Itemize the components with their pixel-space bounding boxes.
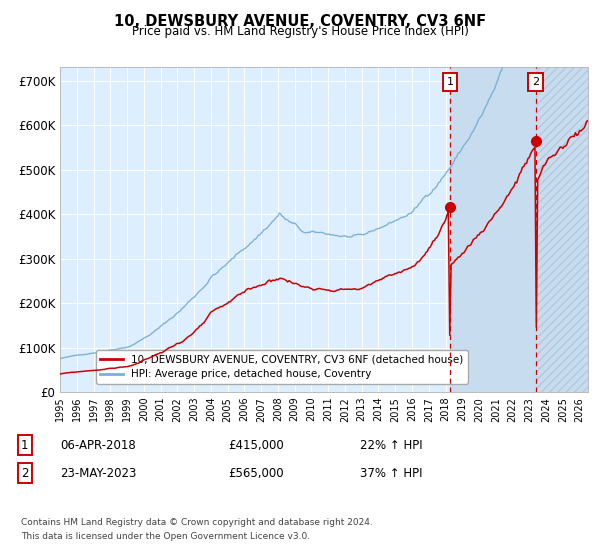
Bar (536, 67, 588, 392)
Text: Contains HM Land Registry data © Crown copyright and database right 2024.: Contains HM Land Registry data © Crown c… (21, 518, 373, 527)
Text: 2: 2 (532, 77, 539, 87)
Text: 1: 1 (446, 77, 454, 87)
Bar (450, 67, 588, 392)
Text: Price paid vs. HM Land Registry's House Price Index (HPI): Price paid vs. HM Land Registry's House … (131, 25, 469, 38)
Text: 10, DEWSBURY AVENUE, COVENTRY, CV3 6NF: 10, DEWSBURY AVENUE, COVENTRY, CV3 6NF (114, 14, 486, 29)
Text: 23-MAY-2023: 23-MAY-2023 (60, 466, 136, 480)
Text: 37% ↑ HPI: 37% ↑ HPI (360, 466, 422, 480)
Text: This data is licensed under the Open Government Licence v3.0.: This data is licensed under the Open Gov… (21, 532, 310, 541)
Text: 1: 1 (21, 438, 29, 452)
Legend: 10, DEWSBURY AVENUE, COVENTRY, CV3 6NF (detached house), HPI: Average price, det: 10, DEWSBURY AVENUE, COVENTRY, CV3 6NF (… (96, 350, 467, 384)
Text: 2: 2 (21, 466, 29, 480)
Text: 06-APR-2018: 06-APR-2018 (60, 438, 136, 452)
Text: 22% ↑ HPI: 22% ↑ HPI (360, 438, 422, 452)
Text: £415,000: £415,000 (228, 438, 284, 452)
Text: £565,000: £565,000 (228, 466, 284, 480)
